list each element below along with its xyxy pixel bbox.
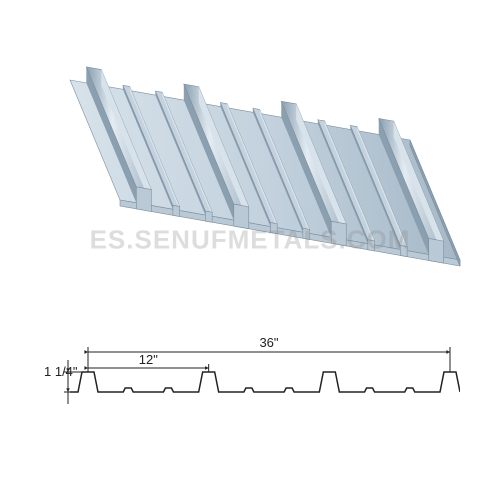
pitch-dimension-label: 12" (139, 352, 158, 367)
dimension-pitch: 12" (84, 352, 208, 372)
roofing-panel-illustration (30, 40, 470, 300)
height-dimension-label: 1 1/4" (44, 364, 78, 379)
profile-cross-section (70, 372, 460, 392)
dimension-height: 1 1/4" (44, 360, 82, 404)
profile-diagram: 36" 12" 1 1/4" (40, 330, 460, 440)
coverage-dimension-label: 36" (259, 335, 278, 350)
